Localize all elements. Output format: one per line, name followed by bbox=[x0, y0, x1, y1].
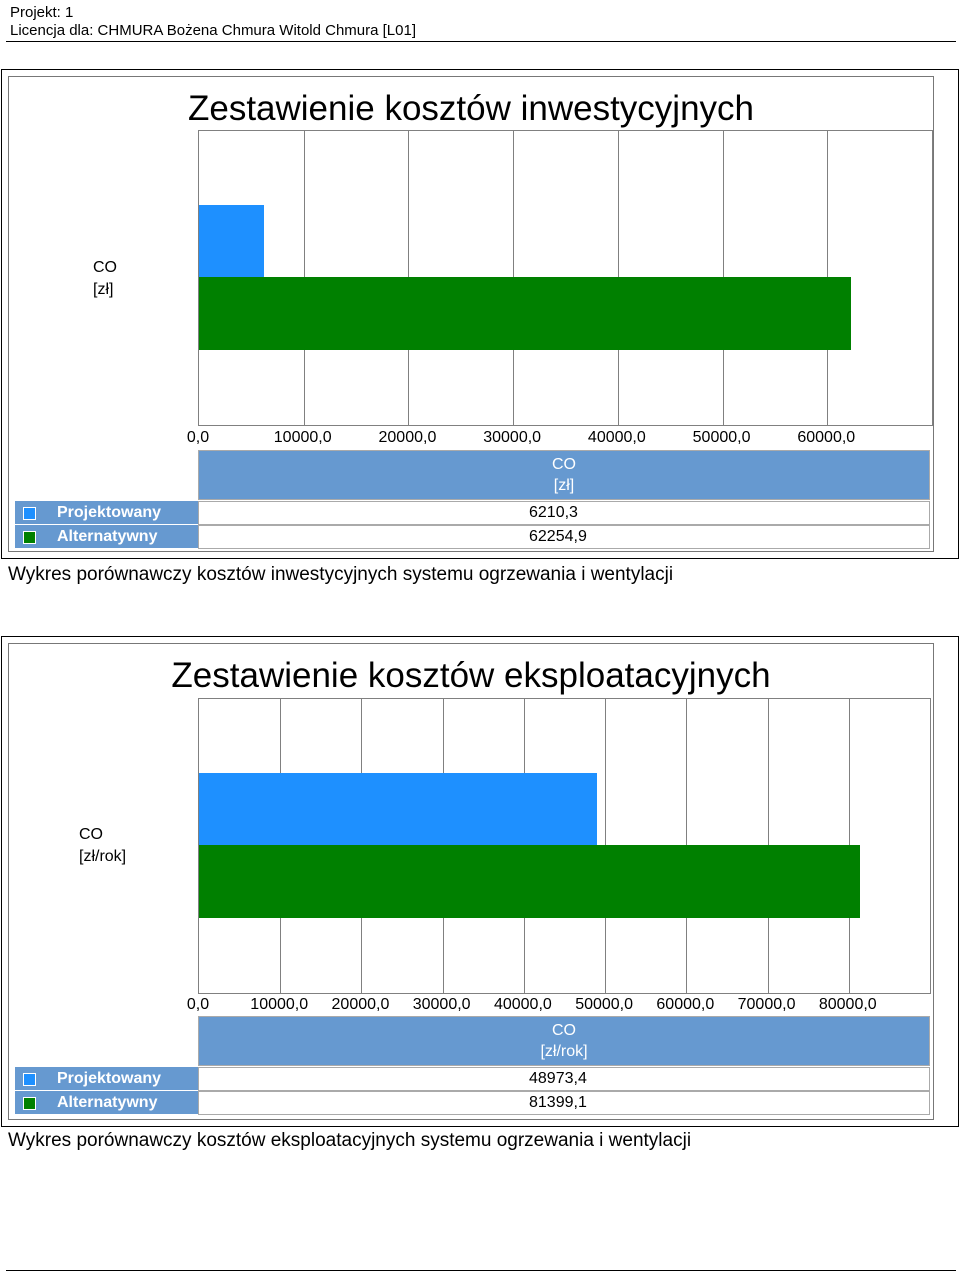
bar-alternatywny bbox=[199, 277, 851, 351]
x-tick-label: 0,0 bbox=[186, 429, 210, 446]
project-label: Projekt: 1 bbox=[10, 4, 74, 21]
chart-title: Zestawienie kosztów eksploatacyjnych bbox=[171, 656, 771, 695]
legend-row-projektowany: Projektowany bbox=[15, 501, 199, 525]
legend-label: Alternatywny bbox=[57, 1094, 158, 1111]
table-header: CO [zł] bbox=[198, 450, 930, 500]
table-header-line-1: CO bbox=[552, 456, 576, 473]
x-tick-label: 50000,0 bbox=[692, 429, 751, 446]
chart-frame-operating: Zestawienie kosztów eksploatacyjnych CO … bbox=[1, 636, 959, 1127]
category-line-2: [zł/rok] bbox=[79, 848, 127, 865]
x-tick-label: 30000,0 bbox=[483, 429, 542, 446]
table-header-line-2: [zł] bbox=[553, 477, 575, 494]
x-tick-label: 50000,0 bbox=[575, 996, 634, 1013]
legend-swatch-projektowany bbox=[23, 1073, 36, 1086]
plot-area bbox=[198, 130, 933, 426]
chart-caption-investment: Wykres porównawczy kosztów inwestycyjnyc… bbox=[8, 564, 674, 585]
bar-projektowany bbox=[199, 204, 265, 278]
value-label: 48973,4 bbox=[529, 1070, 587, 1087]
value-cell-projektowany: 48973,4 bbox=[198, 1067, 930, 1091]
x-tick-label: 10000,0 bbox=[273, 429, 332, 446]
x-tick-label: 20000,0 bbox=[378, 429, 437, 446]
category-line-1: CO bbox=[93, 259, 117, 276]
x-tick-label: 40000,0 bbox=[493, 996, 552, 1013]
x-tick-label: 60000,0 bbox=[656, 996, 715, 1013]
x-axis-ticks: 0,0 10000,0 20000,0 30000,0 40000,0 50000,0 60… bbox=[187, 996, 931, 1016]
category-line-2: [zł] bbox=[93, 281, 114, 298]
table-header-line-2: [zł/rok] bbox=[540, 1043, 588, 1060]
legend-swatch-alternatywny bbox=[23, 531, 36, 544]
plot-area bbox=[198, 698, 931, 994]
value-label: 62254,9 bbox=[529, 528, 587, 545]
table-header-line-1: CO bbox=[552, 1022, 576, 1039]
legend-row-projektowany: Projektowany bbox=[15, 1067, 199, 1091]
x-tick-label: 10000,0 bbox=[250, 996, 309, 1013]
x-axis-ticks: 0,0 10000,0 20000,0 30000,0 40000,0 50000,0 60… bbox=[187, 429, 933, 449]
footer-divider bbox=[6, 1270, 956, 1271]
x-tick-label: 70000,0 bbox=[737, 996, 796, 1013]
chart-caption-operating: Wykres porównawczy kosztów eksploatacyjn… bbox=[8, 1130, 692, 1151]
x-tick-label: 40000,0 bbox=[587, 429, 646, 446]
legend-row-alternatywny: Alternatywny bbox=[15, 525, 199, 549]
category-label: CO [zł] bbox=[93, 257, 117, 301]
bar-projektowany bbox=[199, 772, 597, 846]
x-tick-label: 20000,0 bbox=[331, 996, 390, 1013]
value-cell-alternatywny: 62254,9 bbox=[198, 525, 930, 549]
chart-area-investment: Zestawienie kosztów inwestycyjnych CO [z… bbox=[8, 76, 934, 552]
category-label: CO [zł/rok] bbox=[79, 824, 126, 868]
legend-swatch-projektowany bbox=[23, 507, 36, 520]
bar-alternatywny bbox=[199, 845, 861, 919]
x-tick-label: 30000,0 bbox=[412, 996, 471, 1013]
chart-frame-investment: Zestawienie kosztów inwestycyjnych CO [z… bbox=[1, 69, 959, 559]
category-line-1: CO bbox=[79, 826, 103, 843]
legend-label: Alternatywny bbox=[57, 528, 158, 545]
legend-label: Projektowany bbox=[57, 1070, 162, 1087]
x-tick-label: 60000,0 bbox=[797, 429, 856, 446]
legend-label: Projektowany bbox=[57, 504, 162, 521]
chart-title: Zestawienie kosztów inwestycyjnych bbox=[187, 89, 755, 128]
page-header: Projekt: 1 Licencja dla: CHMURA Bożena C… bbox=[10, 4, 416, 40]
x-tick-label: 80000,0 bbox=[818, 996, 877, 1013]
legend-row-alternatywny: Alternatywny bbox=[15, 1091, 199, 1115]
license-label: Licencja dla: CHMURA Bożena Chmura Witol… bbox=[10, 22, 417, 39]
legend-swatch-alternatywny bbox=[23, 1097, 36, 1110]
header-divider bbox=[6, 41, 956, 42]
x-tick-label: 0,0 bbox=[186, 996, 210, 1013]
value-cell-projektowany: 6210,3 bbox=[198, 501, 930, 525]
value-label: 6210,3 bbox=[529, 504, 578, 521]
value-cell-alternatywny: 81399,1 bbox=[198, 1091, 930, 1115]
chart-area-operating: Zestawienie kosztów eksploatacyjnych CO … bbox=[8, 643, 934, 1120]
table-header: CO [zł/rok] bbox=[198, 1016, 930, 1066]
value-label: 81399,1 bbox=[529, 1094, 587, 1111]
